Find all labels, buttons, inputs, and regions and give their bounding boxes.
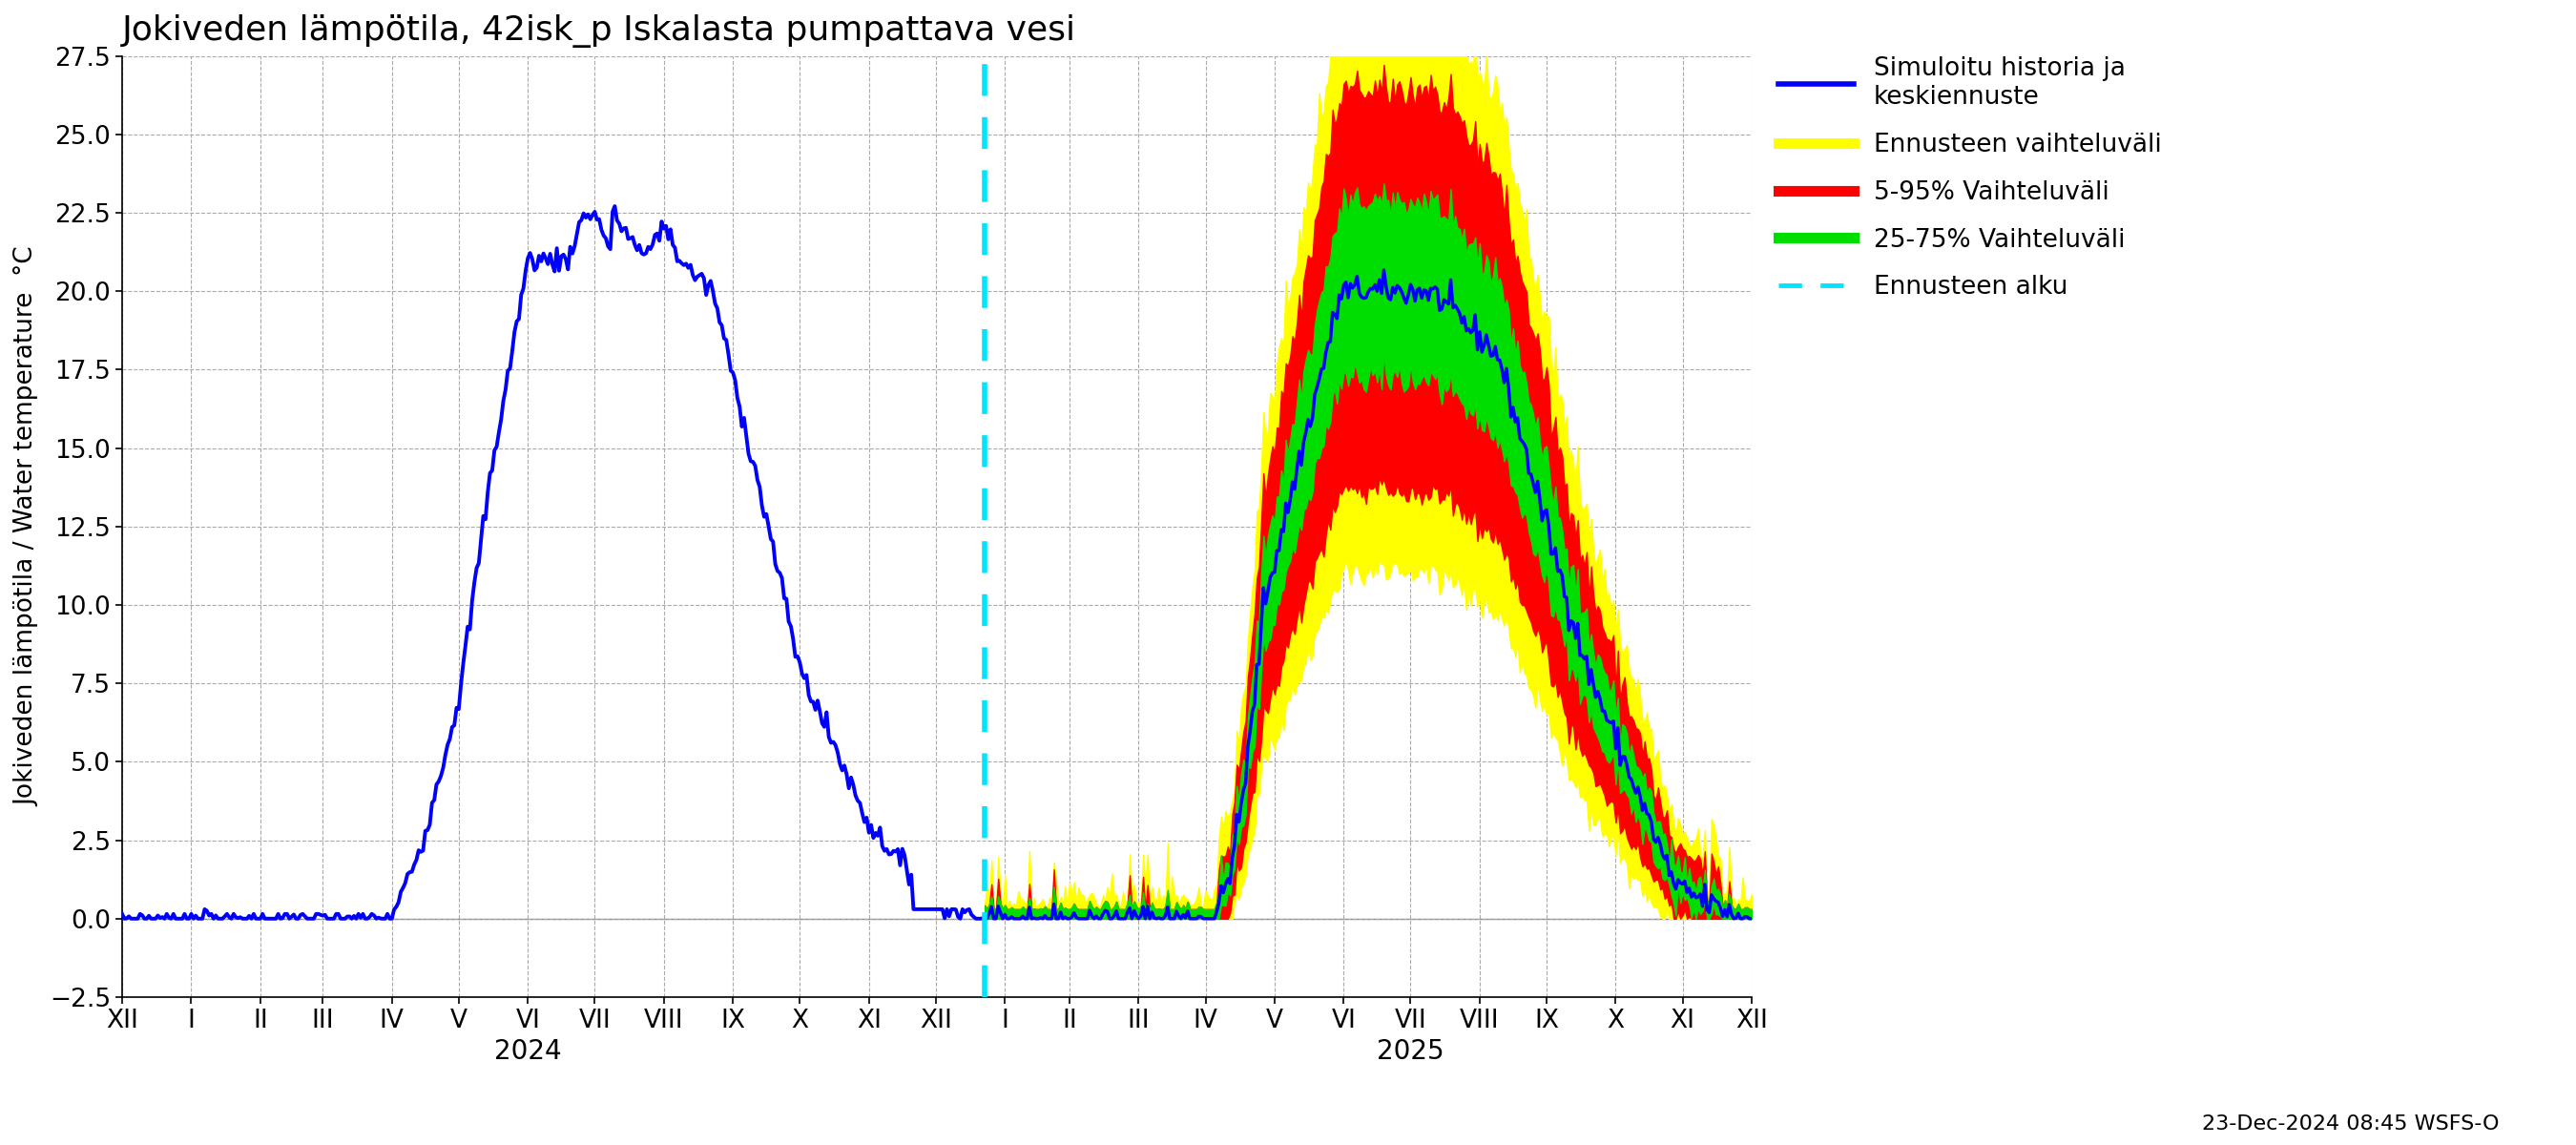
Text: 2024: 2024 [495,1037,562,1065]
Text: 23-Dec-2024 08:45 WSFS-O: 23-Dec-2024 08:45 WSFS-O [2202,1114,2499,1134]
Y-axis label: Jokiveden lämpötila / Water temperature  °C: Jokiveden lämpötila / Water temperature … [15,246,39,806]
Legend: Simuloitu historia ja
keskiennuste, Ennusteen vaihteluväli, 5-95% Vaihteluväli, : Simuloitu historia ja keskiennuste, Ennu… [1767,47,2172,310]
Text: 2025: 2025 [1378,1037,1445,1065]
Text: Jokiveden lämpötila, 42isk_p Iskalasta pumpattava vesi: Jokiveden lämpötila, 42isk_p Iskalasta p… [121,14,1077,48]
